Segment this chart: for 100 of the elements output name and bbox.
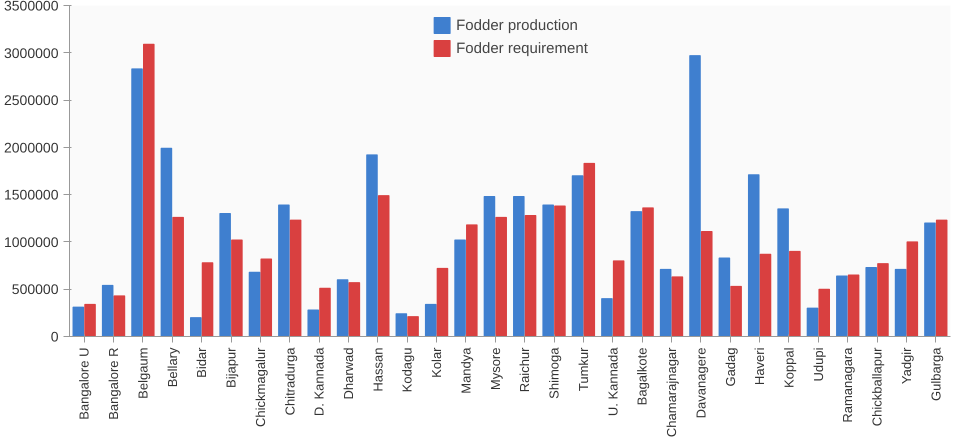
bar [542,204,554,336]
x-tick-label: Haveri [752,347,768,386]
bar [190,317,202,336]
bar [290,220,302,336]
x-tick-label: Koppal [781,347,796,388]
bar [584,162,596,336]
x-tick-label: Shimoga [546,346,562,399]
bar [777,208,789,336]
bar [231,240,243,336]
x-tick-label: Chickmagalur [252,346,268,427]
bar [730,286,742,336]
x-tick-label: Bellary [164,347,180,388]
legend-label: Fodder requirement [456,40,588,56]
bar [672,276,684,336]
bar [748,174,760,336]
bar [789,250,801,336]
bar [612,260,624,336]
bar [495,216,507,336]
bar [818,288,830,336]
x-tick-label: Bagalkote [634,347,650,406]
x-tick-label: Dharwad [340,347,356,400]
x-tick-label: Belgaum [135,347,150,399]
y-tick-label: 1500000 [4,186,59,203]
bar [278,204,290,336]
bar [660,268,672,336]
x-tick-label: Chitradurga [282,346,298,416]
bar [424,304,436,336]
bar [936,220,948,336]
x-tick-label: Udupi [810,347,826,382]
bar [906,241,918,336]
x-tick-label: D. Kannada [312,346,327,416]
x-tick-label: Bangalore U [76,347,92,420]
bar [454,240,466,336]
bar [319,288,331,336]
x-tick-label: Chamarajnagar [664,346,680,438]
bar [848,274,860,336]
bar [172,216,184,336]
bar [160,148,172,336]
x-tick-label: Gulbarga [928,346,944,401]
y-tick-label: 3500000 [4,0,59,14]
bar [366,154,378,336]
bar [601,298,613,336]
bar [202,262,214,336]
y-tick-label: 2500000 [4,92,59,108]
bar [248,272,260,336]
bar [642,207,654,336]
bar [378,195,390,336]
bar [700,231,713,336]
bar [219,213,231,336]
bar [877,263,889,336]
y-tick-label: 500000 [12,281,59,298]
y-tick-label: 2000000 [4,139,59,156]
x-tick-label: Kodagu [400,347,415,392]
bar [260,258,272,336]
bar [806,308,818,336]
y-tick-label: 1000000 [4,234,59,250]
bar [307,310,320,336]
bar [336,279,348,336]
x-tick-label: Davanagere [693,348,708,418]
bar [72,306,84,336]
bar [513,196,525,336]
bar [689,55,701,336]
bar [407,316,419,336]
bar [524,214,536,336]
bar [924,222,936,336]
bar [554,205,566,336]
x-tick-label: Chickballapur [870,346,885,426]
bar [760,254,772,336]
x-tick-label: Tumkur [576,346,591,392]
x-tick-label: Mysore [488,347,503,390]
bar [865,266,877,336]
x-tick-label: Gadag [722,347,738,387]
y-tick-label: 0 [50,328,59,344]
x-tick-label: Bangalore R [106,347,122,420]
x-tick-label: Yadgir [898,346,914,384]
x-tick-label: Mandya [458,346,474,394]
x-tick-label: Ramanagara [840,346,856,423]
legend-label: Fodder production [456,16,578,34]
x-tick-label: Kolar [429,346,444,378]
bar [436,268,448,336]
bar [630,211,642,336]
x-tick-label: Bijapur [224,346,239,388]
bar [718,258,730,336]
bar [894,268,906,336]
bar [466,224,478,336]
bar [572,175,584,336]
x-tick-label: U. Kannada [605,346,620,416]
x-tick-label: Bidar [194,346,210,378]
bar [84,304,96,336]
bar [484,196,496,336]
x-tick-label: Raichur [517,346,532,392]
bar [348,282,360,336]
x-tick-label: Hassan [370,348,386,392]
bar [102,284,114,336]
bar [143,44,155,336]
bar [396,313,408,336]
bar [131,68,143,336]
y-tick-label: 3000000 [4,44,59,61]
bar [836,275,848,336]
bar [114,295,126,336]
